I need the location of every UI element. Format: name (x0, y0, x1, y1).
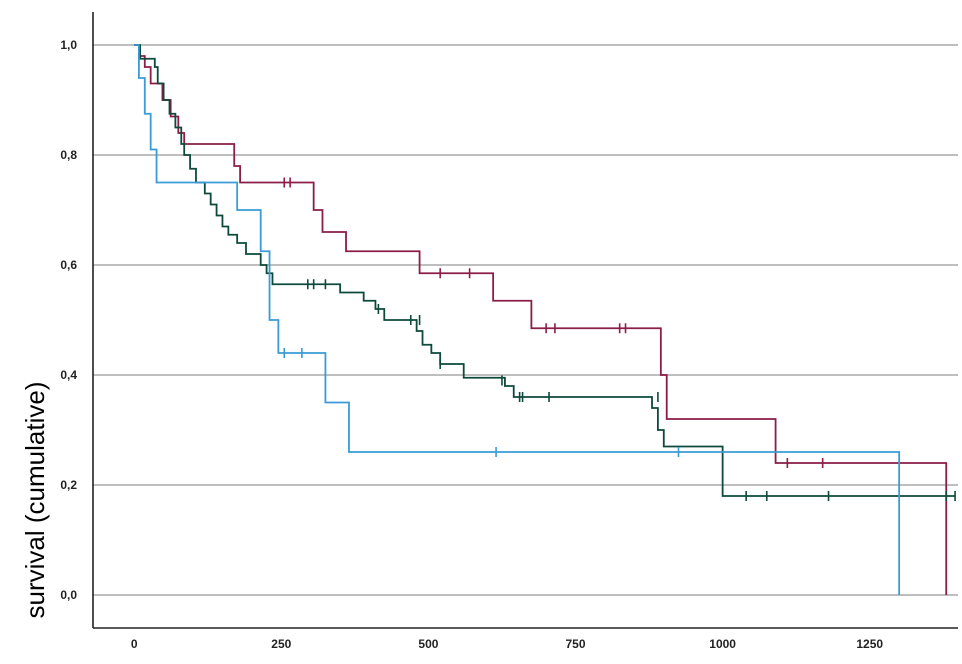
y-tick-label: 0,4 (60, 368, 77, 382)
y-tick-label: 0,8 (60, 148, 77, 162)
x-tick-label: 750 (566, 637, 586, 651)
y-tick-labels: 0,0 0,2 0,4 0,6 0,8 1,0 (60, 38, 77, 602)
x-tick-label: 1000 (709, 637, 736, 651)
x-tick-label: 0 (131, 637, 138, 651)
x-tick-label: 500 (418, 637, 438, 651)
survival-curve-2 (134, 44, 956, 497)
censor-marks (283, 177, 956, 501)
axes (92, 12, 958, 629)
survival-curve-3 (134, 44, 901, 595)
x-tick-label: 250 (271, 637, 291, 651)
x-tick-label: 1250 (856, 637, 883, 651)
series-lines (134, 44, 956, 595)
survival-curve-1 (134, 44, 948, 595)
y-tick-label: 0,2 (60, 478, 77, 492)
y-tick-label: 0,0 (60, 588, 77, 602)
y-tick-label: 1,0 (60, 38, 77, 52)
grid-lines (93, 44, 958, 596)
x-tick-labels: 0 250 500 750 1000 1250 (131, 637, 884, 651)
y-tick-label: 0,6 (60, 258, 77, 272)
y-axis-label: survival (cumulative) (20, 382, 50, 619)
